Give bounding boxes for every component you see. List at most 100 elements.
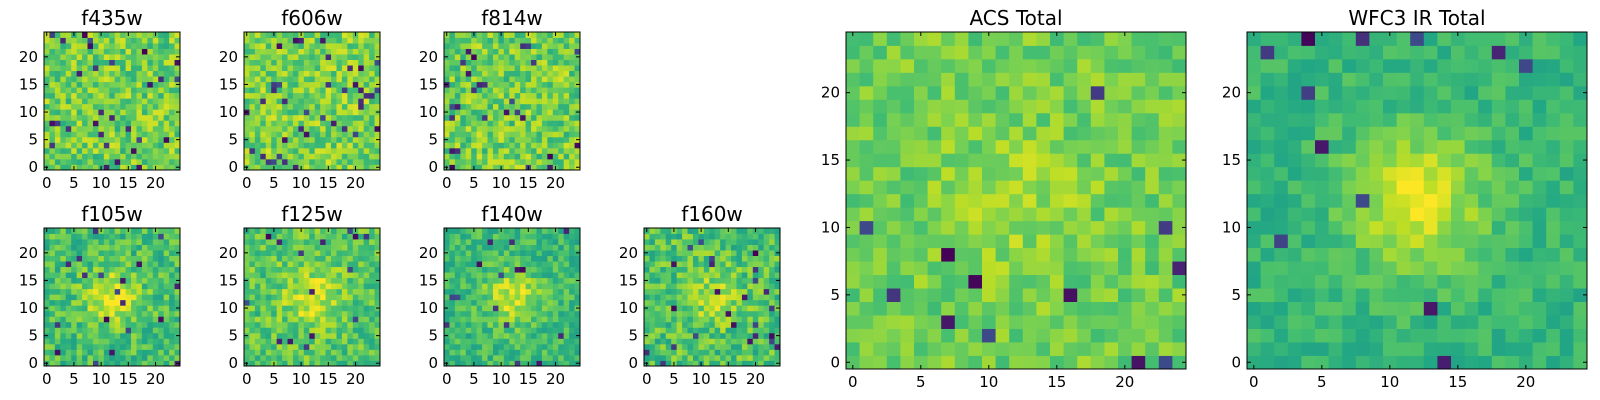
heatmap-cell	[552, 305, 559, 312]
heatmap-cell	[347, 272, 354, 279]
heatmap-cell	[758, 250, 765, 256]
heatmap-cell	[358, 136, 365, 143]
heatmap-cell	[147, 164, 154, 171]
heatmap-cell	[174, 321, 181, 328]
heatmap-cell	[520, 310, 526, 317]
heatmap-cell	[859, 220, 874, 235]
heatmap-cell	[276, 349, 283, 356]
heatmap-cell	[649, 316, 656, 323]
heatmap-cell	[569, 310, 575, 317]
heatmap-cell	[141, 125, 148, 132]
heatmap-cell	[1022, 166, 1037, 181]
heatmap-cell	[509, 65, 516, 72]
heatmap-cell	[369, 332, 375, 339]
heatmap-cell	[563, 43, 570, 49]
heatmap-cell	[282, 142, 288, 149]
heatmap-cell	[941, 193, 956, 208]
heatmap-cell	[1036, 220, 1051, 235]
heatmap-cell	[358, 142, 365, 149]
heatmap-cell	[254, 120, 261, 127]
heatmap-cell	[1050, 342, 1064, 356]
heatmap-cell	[49, 48, 56, 55]
heatmap-cell	[103, 98, 110, 105]
heatmap-cell	[163, 136, 170, 143]
heatmap-cell	[703, 266, 710, 273]
heatmap-cell	[558, 103, 565, 110]
heatmap-cell	[136, 43, 143, 49]
x-tick-label: 15	[519, 370, 538, 388]
heatmap-cell	[352, 250, 359, 256]
heatmap-cell	[454, 360, 461, 367]
heatmap-cell	[65, 76, 72, 83]
heatmap-cell	[465, 310, 472, 317]
heatmap-cell	[1090, 207, 1105, 222]
heatmap-cell	[169, 332, 175, 339]
heatmap-cell	[536, 343, 543, 350]
heatmap-cell	[660, 321, 667, 328]
heatmap-cell	[76, 147, 83, 154]
heatmap-cell	[331, 120, 337, 127]
heatmap-cell	[547, 305, 554, 312]
heatmap-cell	[363, 321, 370, 328]
heatmap-cell	[341, 147, 348, 154]
heatmap-cell	[363, 266, 370, 273]
heatmap-cell	[454, 142, 461, 149]
heatmap-cell	[514, 65, 521, 72]
heatmap-cell	[476, 65, 483, 72]
heatmap-cell	[54, 283, 61, 290]
heatmap-cell	[292, 147, 299, 154]
heatmap-cell	[244, 261, 250, 268]
heatmap-cell	[358, 98, 365, 105]
heatmap-cell	[358, 158, 365, 165]
heatmap-cell	[44, 255, 50, 262]
heatmap-cell	[498, 98, 505, 105]
heatmap-cell	[287, 272, 294, 279]
heatmap-cell	[65, 103, 72, 110]
heatmap-cell	[260, 338, 267, 345]
heatmap-cell	[660, 316, 667, 323]
heatmap-cell	[347, 76, 354, 83]
heatmap-cell	[649, 277, 656, 284]
heatmap-cell	[54, 103, 61, 110]
heatmap-cell	[87, 92, 94, 99]
heatmap-cell	[563, 131, 570, 138]
heatmap-cell	[541, 142, 548, 149]
heatmap-cell	[698, 316, 705, 323]
heatmap-cell	[320, 343, 326, 350]
heatmap-cell	[886, 288, 901, 302]
heatmap-cell	[271, 321, 278, 328]
heatmap-cell	[1022, 220, 1037, 235]
heatmap-cell	[265, 125, 272, 132]
heatmap-cell	[509, 54, 516, 60]
heatmap-cell	[536, 283, 543, 290]
heatmap-cell	[941, 180, 956, 195]
heatmap-cell	[54, 54, 61, 60]
heatmap-cell	[1090, 220, 1105, 235]
heatmap-cell	[660, 233, 667, 240]
heatmap-cell	[114, 316, 121, 323]
heatmap-cell	[244, 283, 250, 290]
heatmap-cell	[358, 239, 365, 245]
heatmap-cell	[49, 164, 56, 171]
heatmap-cell	[465, 142, 472, 149]
heatmap-cell	[492, 327, 499, 334]
heatmap-cell	[336, 228, 343, 234]
heatmap-cell	[574, 349, 581, 356]
heatmap-cell	[120, 92, 126, 99]
heatmap-cell	[136, 310, 143, 317]
heatmap-cell	[254, 250, 261, 256]
heatmap-cell	[525, 255, 532, 262]
heatmap-cell	[363, 305, 370, 312]
heatmap-cell	[136, 244, 143, 251]
heatmap-cell	[665, 266, 672, 273]
heatmap-cell	[1063, 166, 1078, 181]
heatmap-cell	[1131, 355, 1146, 370]
heatmap-cell	[520, 59, 526, 66]
heatmap-cell	[569, 228, 575, 234]
heatmap-cell	[671, 327, 678, 334]
heatmap-cell	[292, 120, 299, 127]
heatmap-cell	[141, 228, 148, 234]
heatmap-cell	[325, 109, 332, 116]
heatmap-cell	[120, 255, 126, 262]
